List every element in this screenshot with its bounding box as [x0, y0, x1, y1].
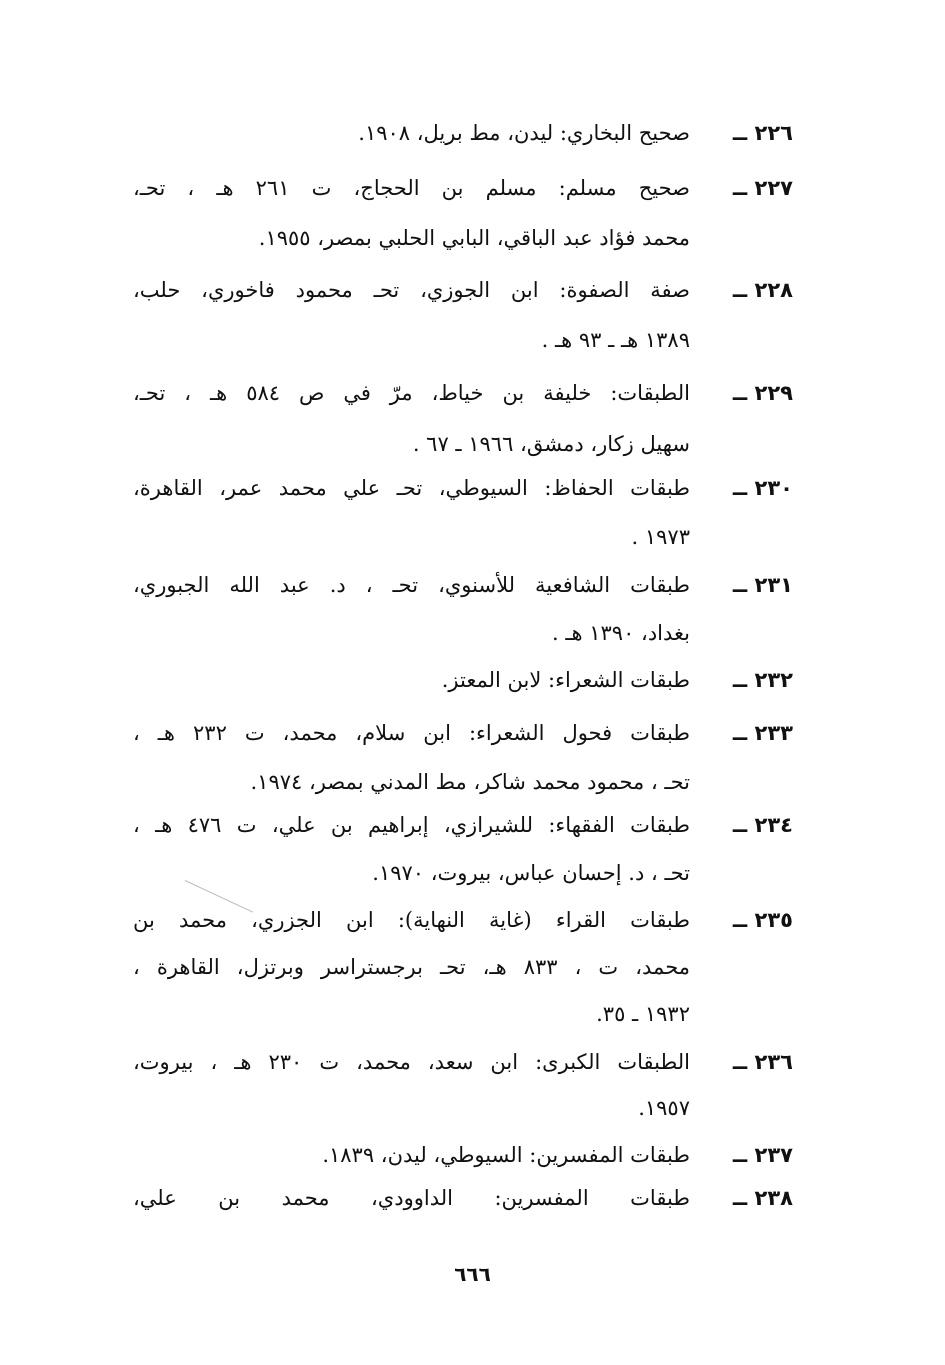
entry-number: ٢٢٦ ــ: [732, 121, 793, 145]
entry-text-line: طبقات الشافعية للأسنوي، تحـ ، د. عبد الل…: [133, 573, 690, 597]
entry-text-line: محمد فؤاد عبد الباقي، البابي الحلبي بمصر…: [258, 226, 690, 250]
entry-number: ٢٣٢ ــ: [732, 668, 793, 692]
entry-number: ٢٣٧ ــ: [732, 1143, 793, 1167]
entry-number: ٢٣٠ ــ: [732, 476, 793, 500]
entry-text-line: بغداد، ١٣٩٠ هـ .: [551, 621, 690, 645]
entry-text-line: صحيح البخاري: ليدن، مط بريل، ١٩٠٨.: [358, 121, 690, 145]
page-number: ٦٦٦: [454, 1262, 491, 1286]
entry-number: ٢٣١ ــ: [732, 573, 793, 597]
entry-text-line: تحـ ، محمود محمد شاكر، مط المدني بمصر، ١…: [250, 770, 690, 794]
entry-text-line: الطبقات الكبرى: ابن سعد، محمد، ت ٢٣٠ هـ …: [133, 1050, 690, 1074]
entry-number: ٢٢٨ ــ: [732, 278, 793, 302]
entry-number: ٢٢٩ ــ: [732, 381, 793, 405]
entry-text-line: ١٩٧٣ .: [631, 525, 690, 549]
entry-text-line: ١٩٣٢ ـ ٣٥.: [596, 1002, 690, 1026]
entry-number: ٢٣٤ ــ: [732, 813, 793, 837]
entry-text-line: طبقات القراء (غاية النهاية): ابن الجزري،…: [133, 908, 690, 932]
entry-text-line: تحـ ، د. إحسان عباس، بيروت، ١٩٧٠.: [372, 861, 690, 885]
entry-number: ٢٣٥ ــ: [732, 908, 793, 932]
entry-text-line: محمد، ت ، ٨٣٣ هـ، تحـ برجستراسر وبرتزل، …: [133, 955, 690, 979]
entry-text-line: طبقات الحفاظ: السيوطي، تحـ علي محمد عمر،…: [133, 476, 690, 500]
entry-text-line: ١٩٥٧.: [638, 1096, 690, 1120]
entry-text-line: صفة الصفوة: ابن الجوزي، تحـ محمود فاخوري…: [133, 278, 690, 302]
entry-text-line: طبقات فحول الشعراء: ابن سلام، محمد، ت ٢٣…: [133, 721, 690, 745]
entry-text-line: ١٣٨٩ هـ ـ ٩٣ هـ .: [541, 328, 690, 352]
entry-text-line: طبقات الفقهاء: للشيرازي، إبراهيم بن علي،…: [133, 813, 690, 837]
entry-text-line: الطبقات: خليفة بن خياط، مرّ في ص ٥٨٤ هـ …: [133, 381, 690, 405]
entry-text-line: صحيح مسلم: مسلم بن الحجاج، ت ٢٦١ هـ ، تح…: [133, 176, 690, 200]
entry-number: ٢٢٧ ــ: [732, 176, 793, 200]
entry-number: ٢٣٨ ــ: [732, 1186, 793, 1210]
entry-text-line: طبقات المفسرين: الداوودي، محمد بن علي،: [133, 1186, 690, 1210]
entry-text-line: طبقات الشعراء: لابن المعتز.: [441, 668, 690, 692]
entry-text-line: طبقات المفسرين: السيوطي، ليدن، ١٨٣٩.: [322, 1143, 690, 1167]
entry-number: ٢٣٣ ــ: [732, 721, 793, 745]
entry-number: ٢٣٦ ــ: [732, 1050, 793, 1074]
entry-text-line: سهيل زكار، دمشق، ١٩٦٦ ـ ٦٧ .: [412, 432, 690, 456]
